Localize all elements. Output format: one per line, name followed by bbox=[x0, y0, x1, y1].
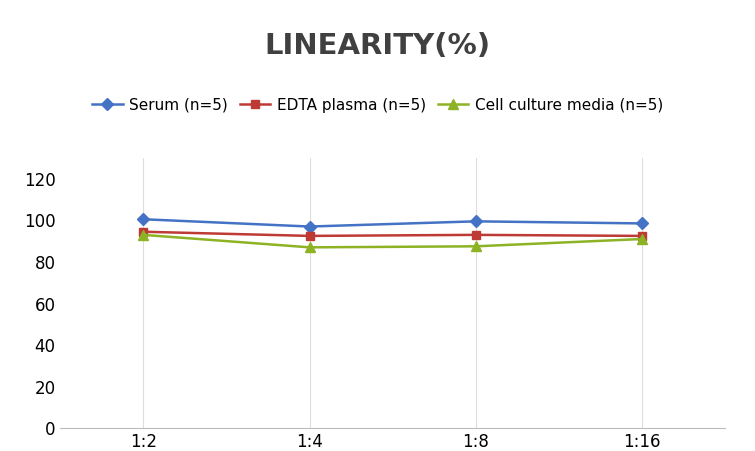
Legend: Serum (n=5), EDTA plasma (n=5), Cell culture media (n=5): Serum (n=5), EDTA plasma (n=5), Cell cul… bbox=[92, 98, 663, 113]
Text: LINEARITY(%): LINEARITY(%) bbox=[264, 32, 491, 60]
